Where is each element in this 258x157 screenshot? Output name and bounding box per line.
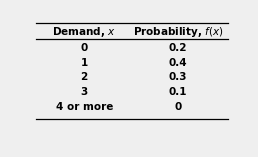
Text: Probability, $\mathit{f(x)}$: Probability, $\mathit{f(x)}$ bbox=[133, 24, 223, 38]
Text: 0.3: 0.3 bbox=[169, 73, 188, 82]
Text: 0: 0 bbox=[175, 102, 182, 112]
Text: Demand, $\mathit{x}$: Demand, $\mathit{x}$ bbox=[52, 24, 116, 38]
Text: 0: 0 bbox=[80, 43, 88, 53]
Text: 1: 1 bbox=[80, 58, 88, 68]
Text: 0.1: 0.1 bbox=[169, 87, 188, 97]
Text: 4 or more: 4 or more bbox=[55, 102, 113, 112]
Text: 3: 3 bbox=[80, 87, 88, 97]
Text: 0.4: 0.4 bbox=[169, 58, 188, 68]
Text: 2: 2 bbox=[80, 73, 88, 82]
Text: 0.2: 0.2 bbox=[169, 43, 188, 53]
